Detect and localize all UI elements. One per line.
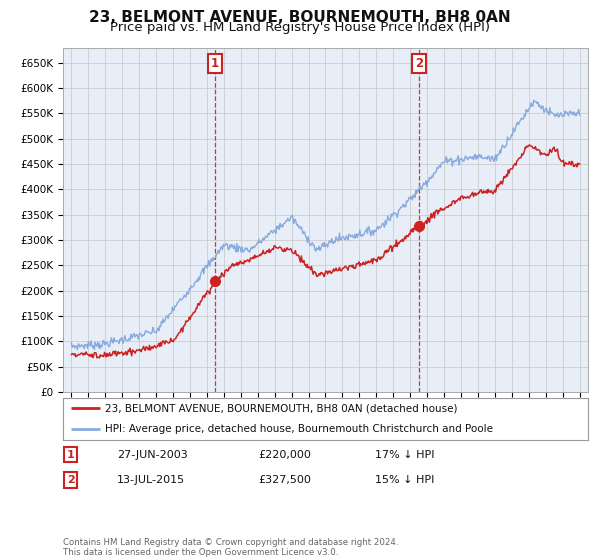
Text: Price paid vs. HM Land Registry's House Price Index (HPI): Price paid vs. HM Land Registry's House … <box>110 21 490 34</box>
Text: 1: 1 <box>211 57 220 71</box>
Text: 23, BELMONT AVENUE, BOURNEMOUTH, BH8 0AN: 23, BELMONT AVENUE, BOURNEMOUTH, BH8 0AN <box>89 10 511 25</box>
Text: Contains HM Land Registry data © Crown copyright and database right 2024.
This d: Contains HM Land Registry data © Crown c… <box>63 538 398 557</box>
Text: 2: 2 <box>67 475 74 485</box>
Text: HPI: Average price, detached house, Bournemouth Christchurch and Poole: HPI: Average price, detached house, Bour… <box>105 424 493 434</box>
Text: 17% ↓ HPI: 17% ↓ HPI <box>375 450 434 460</box>
Text: 27-JUN-2003: 27-JUN-2003 <box>117 450 188 460</box>
Text: £220,000: £220,000 <box>258 450 311 460</box>
Text: £327,500: £327,500 <box>258 475 311 485</box>
Text: 2: 2 <box>415 57 424 71</box>
Text: 23, BELMONT AVENUE, BOURNEMOUTH, BH8 0AN (detached house): 23, BELMONT AVENUE, BOURNEMOUTH, BH8 0AN… <box>105 403 458 413</box>
Text: 1: 1 <box>67 450 74 460</box>
Text: 13-JUL-2015: 13-JUL-2015 <box>117 475 185 485</box>
Text: 15% ↓ HPI: 15% ↓ HPI <box>375 475 434 485</box>
